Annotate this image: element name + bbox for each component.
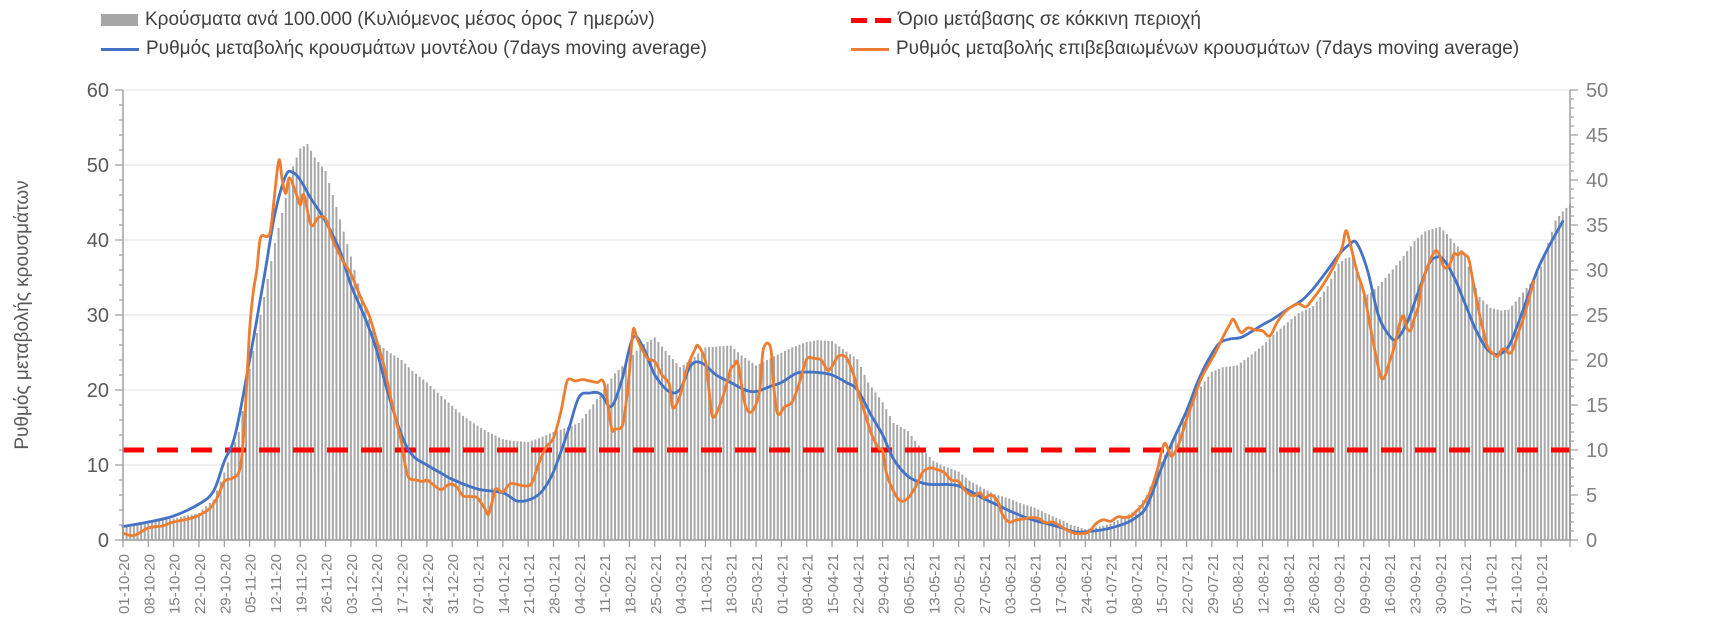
x-tick-label: 06-05-21 [901,554,918,614]
x-tick-label: 24-06-21 [1078,554,1095,614]
model-line-legend-swatch-icon [101,47,139,51]
confirmed-rate-line [121,158,1536,538]
x-tick-label: 22-07-21 [1180,554,1197,614]
x-tick-label: 15-10-20 [167,554,184,614]
x-tick-label: 12-11-20 [268,554,285,613]
x-tick-label: 19-11-20 [293,554,310,613]
bars-series [122,144,1571,541]
y-left-tick-label: 0 [98,530,109,552]
x-tick-label: 13-05-21 [926,554,943,614]
x-tick-label: 14-10-21 [1483,554,1500,614]
y-right-tick-label: 15 [1586,395,1608,417]
y-right-tick-label: 0 [1586,530,1597,552]
y-left-tick-label: 60 [87,80,109,102]
x-tick-label: 16-09-21 [1382,554,1399,614]
x-tick-label: 28-01-21 [546,554,563,614]
x-tick-label: 02-09-21 [1331,554,1348,614]
y-right-tick-label: 5 [1586,485,1597,507]
y-axis-title: Ρυθμός μεταβολής κρουσμάτων [12,180,33,449]
x-tick-label: 04-02-21 [572,554,589,614]
x-tick-label: 03-12-20 [344,554,361,614]
x-tick-label: 29-04-21 [876,554,893,614]
x-tick-label: 11-03-21 [698,554,715,613]
x-tick-label: 01-10-20 [116,554,133,614]
y-right-tick-label: 45 [1586,125,1608,147]
bars-legend-swatch-icon [101,14,138,26]
x-tick-label: 19-08-21 [1281,554,1298,614]
y-right-tick-label: 25 [1586,305,1608,327]
threshold-legend-swatch-icon [851,17,891,23]
x-tick-label: 25-03-21 [749,554,766,614]
x-tick-label: 01-07-21 [1104,554,1121,614]
y-right-tick-label: 40 [1586,170,1608,192]
x-tick-label: 18-02-21 [622,554,639,614]
x-tick-label: 22-10-20 [192,554,209,614]
x-tick-label: 10-12-20 [369,554,386,614]
x-tick-label: 23-09-21 [1407,554,1424,614]
y-axis-right: 0 5 10 15 20 25 30 35 40 45 50 [1570,80,1608,552]
y-left-tick-label: 30 [87,305,109,327]
x-tick-label: 30-09-21 [1433,554,1450,614]
x-tick-label: 27-05-21 [977,554,994,614]
x-tick-label: 03-06-21 [1002,554,1019,614]
x-tick-label: 12-08-21 [1256,554,1273,614]
y-right-tick-label: 30 [1586,260,1608,282]
x-tick-label: 11-02-21 [597,554,614,613]
x-tick-label: 18-03-21 [724,554,741,614]
confirmed-line-legend-swatch-icon [851,47,889,51]
x-tick-label: 20-05-21 [952,554,969,614]
y-right-tick-label: 50 [1586,80,1608,102]
x-tick-label: 26-11-20 [319,554,336,613]
y-axis-title: Ρυθμός μεταβολής κρουσμάτων [12,180,33,449]
y-left-tick-label: 50 [87,155,109,177]
x-tick-label: 28-10-21 [1534,554,1551,614]
y-left-tick-label: 40 [87,230,109,252]
legend-label-confirmed-rate: Ρυθμός μεταβολής επιβεβαιωμένων κρουσμάτ… [896,38,1520,59]
x-tick-label: 15-07-21 [1154,554,1171,614]
x-tick-label: 05-11-20 [243,554,260,613]
y-right-tick-label: 20 [1586,350,1608,372]
x-tick-label: 05-08-21 [1230,554,1247,614]
x-tick-label: 14-01-21 [496,554,513,614]
x-tick-label: 07-10-21 [1458,554,1475,614]
y-right-tick-label: 10 [1586,440,1608,462]
x-tick-label: 08-04-21 [800,554,817,614]
x-tick-label: 10-06-21 [1028,554,1045,614]
model-rate-line [121,169,1565,534]
x-tick-label: 22-04-21 [850,554,867,614]
x-tick-label: 26-08-21 [1306,554,1323,614]
y-left-tick-label: 10 [87,455,109,477]
legend-label-cases-per-100k: Κρούσματα ανά 100.000 (Κυλιόμενος μέσος … [145,9,655,30]
y-axis-left: 0 10 20 30 40 50 60 [87,80,123,552]
x-tick-label: 04-03-21 [673,554,690,614]
x-tick-label: 01-04-21 [774,554,791,614]
x-tick-label: 21-10-21 [1509,554,1526,614]
legend-label-red-zone-threshold: Όριο μετάβασης σε κόκκινη περιοχή [898,9,1201,30]
y-left-tick-label: 20 [87,380,109,402]
x-tick-label: 21-01-21 [521,554,538,614]
legend-label-model-rate: Ρυθμός μεταβολής κρουσμάτων μοντέλου (7d… [146,38,707,59]
legend-item-confirmed-rate: Ρυθμός μεταβολής επιβεβαιωμένων κρουσμάτ… [851,38,1519,60]
y-right-tick-label: 35 [1586,215,1608,237]
x-tick-label: 17-06-21 [1053,554,1070,614]
x-tick-label: 29-10-20 [217,554,234,614]
x-tick-label: 08-07-21 [1129,554,1146,614]
x-tick-label: 09-09-21 [1357,554,1374,614]
x-tick-label: 24-12-20 [420,554,437,614]
x-tick-label: 08-10-20 [141,554,158,614]
x-tick-label: 15-04-21 [825,554,842,614]
x-tick-label: 31-12-20 [445,554,462,614]
legend-item-red-zone-threshold: Όριο μετάβασης σε κόκκινη περιοχή [851,9,1201,31]
legend-item-cases-per-100k: Κρούσματα ανά 100.000 (Κυλιόμενος μέσος … [101,9,655,31]
x-tick-label: 29-07-21 [1205,554,1222,614]
x-axis: 01-10-20 08-10-20 15-10-20 22-10-20 29-10-20… [116,540,1571,614]
x-tick-label: 07-01-21 [471,554,488,614]
legend-item-model-rate: Ρυθμός μεταβολής κρουσμάτων μοντέλου (7d… [101,38,707,60]
x-tick-label: 25-02-21 [648,554,665,614]
x-tick-label: 17-12-20 [395,554,412,614]
